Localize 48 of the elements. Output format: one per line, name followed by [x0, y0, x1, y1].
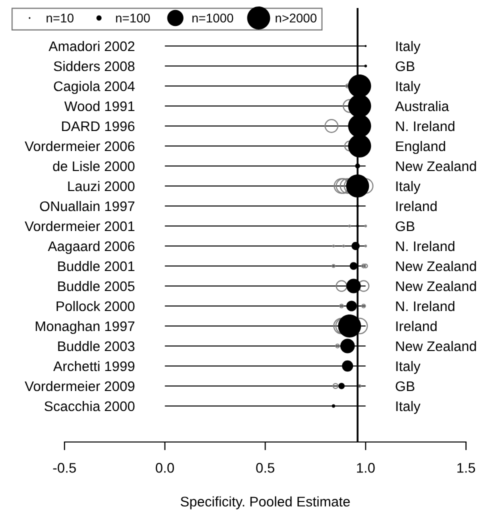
y-tick-label: Monaghan 1997: [36, 320, 134, 334]
y2-tick-label: Ireland: [396, 200, 437, 212]
y-tick-label: Scacchia 2000: [44, 400, 135, 412]
x-tick-label: 0.0: [156, 462, 174, 473]
y2-tick-label: Ireland: [396, 320, 437, 332]
y2-tick-label: England: [396, 140, 446, 154]
x-tick-label: 0.5: [256, 462, 274, 473]
legend-label: n>2000: [276, 14, 316, 22]
y-tick-label: de Lisle 2000: [53, 160, 135, 172]
y2-tick-label: Italy: [396, 400, 420, 414]
y-tick-label: Amadori 2002: [48, 40, 134, 52]
y-tick-label: DARD 1996: [62, 121, 134, 132]
legend-label: n=10: [46, 14, 74, 22]
y2-tick-label: Italy: [396, 360, 420, 374]
y2-tick-label: N. Ireland: [396, 300, 454, 312]
y-tick-label: Vordermeier 2006: [24, 140, 134, 152]
y2-tick-label: New Zealand: [396, 160, 476, 172]
y2-tick-label: New Zealand: [396, 280, 476, 292]
legend-label: n=100: [116, 14, 150, 22]
x-tick-label: 1.0: [357, 462, 375, 473]
x-tick-label: -0.5: [53, 462, 76, 473]
x-tick-label: 1.5: [457, 463, 476, 473]
y-tick-label: Wood 1991: [64, 100, 134, 112]
y-tick-label: Buddle 2003: [58, 340, 134, 352]
y2-tick-label: New Zealand: [396, 260, 476, 272]
y-tick-label: Cagiola 2004: [54, 80, 135, 94]
y-tick-label: Buddle 2001: [58, 260, 134, 272]
y-tick-label: Buddle 2005: [58, 280, 134, 292]
y2-tick-label: N. Ireland: [396, 240, 454, 252]
y-tick-label: ONuallain 1997: [40, 200, 134, 212]
legend-label: n=1000: [192, 14, 234, 22]
y-tick-label: Vordermeier 2009: [24, 380, 134, 392]
y-tick-label: Pollock 2000: [56, 300, 135, 312]
y2-tick-label: Italy: [396, 40, 420, 54]
y2-tick-label: Italy: [396, 80, 420, 94]
y2-tick-label: N. Ireland: [396, 120, 454, 132]
y2-tick-label: GB: [396, 61, 414, 72]
x-axis-title: Specificity. Pooled Estimate: [180, 496, 350, 510]
y-tick-label: Lauzi 2000: [68, 180, 135, 192]
y2-tick-label: GB: [396, 221, 414, 232]
y2-tick-label: GB: [396, 381, 414, 392]
y-tick-label: Archetti 1999: [53, 360, 134, 372]
y-tick-label: Sidders 2008: [54, 60, 134, 72]
y2-tick-label: New Zealand: [396, 340, 476, 352]
y2-tick-label: Italy: [396, 180, 420, 194]
y2-tick-label: Australia: [395, 100, 450, 112]
y-tick-label: Vordermeier 2001: [24, 220, 134, 232]
y-tick-label: Aagaard 2006: [48, 240, 134, 254]
